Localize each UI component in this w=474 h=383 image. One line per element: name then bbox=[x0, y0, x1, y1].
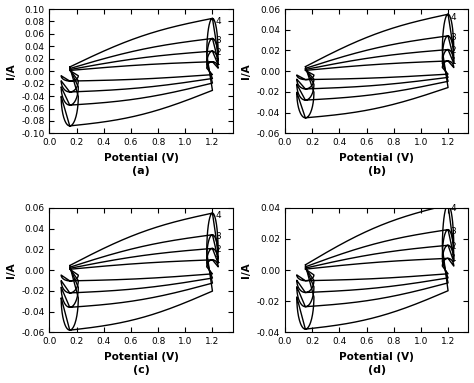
X-axis label: Potential (V): Potential (V) bbox=[339, 352, 414, 362]
Text: 3: 3 bbox=[451, 33, 456, 42]
Text: 2: 2 bbox=[451, 46, 456, 55]
X-axis label: Potential (V): Potential (V) bbox=[339, 153, 414, 163]
Text: 1: 1 bbox=[215, 58, 221, 67]
Text: 2: 2 bbox=[215, 245, 221, 254]
Text: (a): (a) bbox=[132, 166, 150, 176]
Text: 3: 3 bbox=[215, 232, 221, 241]
Text: (d): (d) bbox=[368, 365, 386, 375]
Text: 1: 1 bbox=[215, 256, 221, 265]
Text: 2: 2 bbox=[215, 47, 221, 57]
Y-axis label: I/A: I/A bbox=[6, 262, 16, 278]
Text: 1: 1 bbox=[451, 57, 456, 66]
X-axis label: Potential (V): Potential (V) bbox=[104, 352, 179, 362]
Text: 4: 4 bbox=[215, 211, 221, 221]
Text: (b): (b) bbox=[368, 166, 386, 176]
Text: 4: 4 bbox=[451, 204, 456, 213]
Y-axis label: I/A: I/A bbox=[241, 64, 251, 79]
Text: 4: 4 bbox=[451, 13, 456, 21]
Text: 4: 4 bbox=[215, 16, 221, 26]
Text: 3: 3 bbox=[215, 36, 221, 44]
Text: 3: 3 bbox=[451, 227, 456, 236]
X-axis label: Potential (V): Potential (V) bbox=[104, 153, 179, 163]
Text: 2: 2 bbox=[451, 242, 456, 251]
Y-axis label: I/A: I/A bbox=[241, 262, 251, 278]
Y-axis label: I/A: I/A bbox=[6, 64, 16, 79]
Text: 1: 1 bbox=[451, 254, 456, 264]
Text: (c): (c) bbox=[133, 365, 149, 375]
